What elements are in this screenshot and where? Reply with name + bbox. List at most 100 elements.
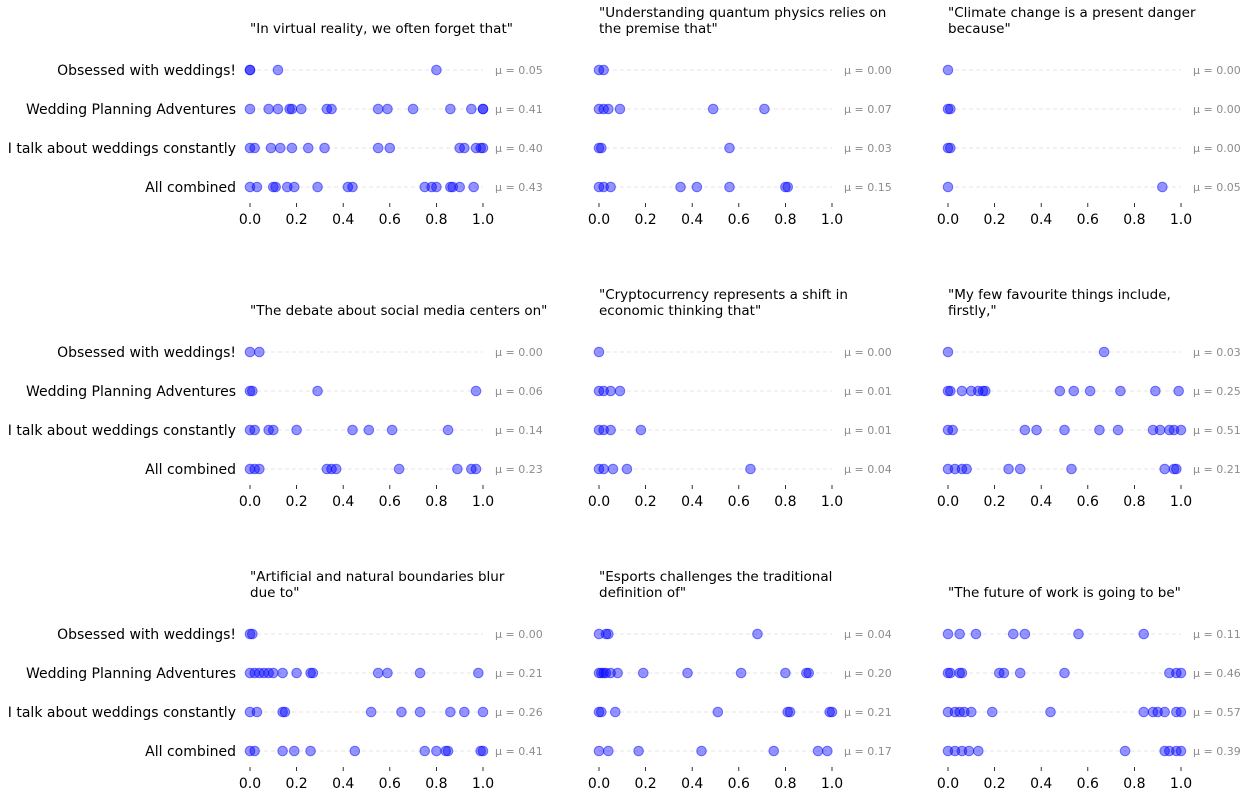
data-point: [470, 463, 482, 475]
x-tick-label: 1.0: [1170, 212, 1192, 228]
data-point: [263, 103, 274, 115]
data-point: [1003, 463, 1014, 475]
x-tick-label: 0.0: [588, 212, 610, 228]
data-point: [621, 463, 633, 475]
data-point: [945, 385, 956, 397]
data-point: [372, 142, 384, 154]
data-point: [1014, 463, 1026, 475]
data-point: [675, 181, 686, 193]
subplot-title: "The debate about social media centers o…: [250, 303, 547, 319]
data-point: [1054, 385, 1066, 397]
data-point: [475, 142, 486, 154]
x-tick-label: 0.2: [285, 776, 307, 792]
subplot-title: "Cryptocurrency represents a shift in: [599, 287, 848, 303]
mean-label: μ = 0.04: [844, 463, 892, 476]
data-point: [724, 181, 735, 193]
mean-label: μ = 0.01: [844, 424, 892, 437]
data-point: [954, 628, 965, 640]
data-point: [1168, 463, 1180, 475]
data-point: [682, 667, 693, 679]
data-point: [942, 181, 954, 193]
x-tick-label: 0.8: [425, 212, 447, 228]
data-point: [442, 745, 454, 757]
x-tick-label: 0.8: [774, 776, 796, 792]
data-point: [637, 667, 649, 679]
mean-label: μ = 0.21: [1193, 463, 1241, 476]
data-point: [382, 103, 393, 115]
mean-label: μ = 0.43: [495, 181, 543, 194]
mean-label: μ = 0.05: [495, 64, 543, 77]
data-point: [291, 424, 302, 436]
data-point: [822, 745, 833, 757]
data-point: [782, 181, 794, 193]
data-point: [326, 103, 337, 115]
data-point: [431, 745, 442, 757]
data-point: [942, 103, 954, 115]
data-point: [473, 667, 484, 679]
data-point: [1031, 424, 1042, 436]
row-label: Wedding Planning Adventures: [26, 384, 236, 400]
data-point: [707, 103, 719, 115]
data-point: [977, 385, 989, 397]
data-point: [826, 706, 838, 718]
x-tick-label: 0.2: [285, 494, 307, 510]
data-point: [459, 142, 470, 154]
row-label: All combined: [145, 462, 236, 478]
data-point: [1066, 463, 1077, 475]
data-point: [431, 64, 442, 76]
data-point: [1059, 667, 1070, 679]
data-point: [1138, 706, 1150, 718]
data-point: [251, 706, 263, 718]
row-label: Obsessed with weddings!: [57, 63, 236, 79]
subplot-title: "Understanding quantum physics relies on: [599, 5, 886, 21]
x-tick-label: 0.4: [681, 212, 703, 228]
data-point: [942, 142, 954, 154]
x-tick-label: 0.8: [1123, 212, 1145, 228]
data-point: [712, 706, 724, 718]
x-tick-label: 0.6: [728, 776, 750, 792]
data-point: [1045, 706, 1056, 718]
data-point: [979, 385, 991, 397]
data-point: [244, 64, 256, 76]
data-point: [1094, 424, 1105, 436]
mean-label: μ = 0.00: [495, 346, 543, 359]
mean-label: μ = 0.07: [844, 103, 892, 116]
x-tick-label: 0.4: [681, 776, 703, 792]
mean-label: μ = 0.25: [1193, 385, 1241, 398]
data-point: [784, 706, 796, 718]
data-point: [268, 181, 279, 193]
data-point: [477, 706, 489, 718]
data-point: [277, 667, 288, 679]
data-point: [942, 667, 954, 679]
data-point: [942, 346, 954, 358]
data-point: [349, 745, 361, 757]
data-point: [347, 181, 358, 193]
x-tick-label: 0.4: [332, 776, 354, 792]
subplot-title: "Climate change is a present danger: [948, 5, 1196, 21]
data-point: [593, 706, 605, 718]
data-point: [956, 667, 968, 679]
subplot-title: "My few favourite things include,: [948, 287, 1171, 303]
row-label: I talk about weddings constantly: [8, 423, 236, 439]
data-point: [295, 103, 307, 115]
data-point: [445, 103, 456, 115]
mean-label: μ = 0.40: [495, 142, 543, 155]
data-point: [431, 181, 442, 193]
mean-label: μ = 0.26: [495, 706, 543, 719]
data-point: [1068, 385, 1080, 397]
data-point: [319, 142, 330, 154]
data-point: [972, 745, 984, 757]
data-point: [1171, 463, 1182, 475]
data-point: [284, 103, 295, 115]
mean-label: μ = 0.15: [844, 181, 892, 194]
x-tick-label: 1.0: [472, 776, 494, 792]
mean-label: μ = 0.00: [1193, 142, 1241, 155]
data-point: [603, 745, 614, 757]
subplot-title: "Artificial and natural boundaries blur: [250, 569, 505, 585]
data-point: [1154, 424, 1166, 436]
data-point: [347, 424, 358, 436]
data-point: [942, 628, 954, 640]
data-point: [466, 103, 477, 115]
data-point: [272, 64, 284, 76]
